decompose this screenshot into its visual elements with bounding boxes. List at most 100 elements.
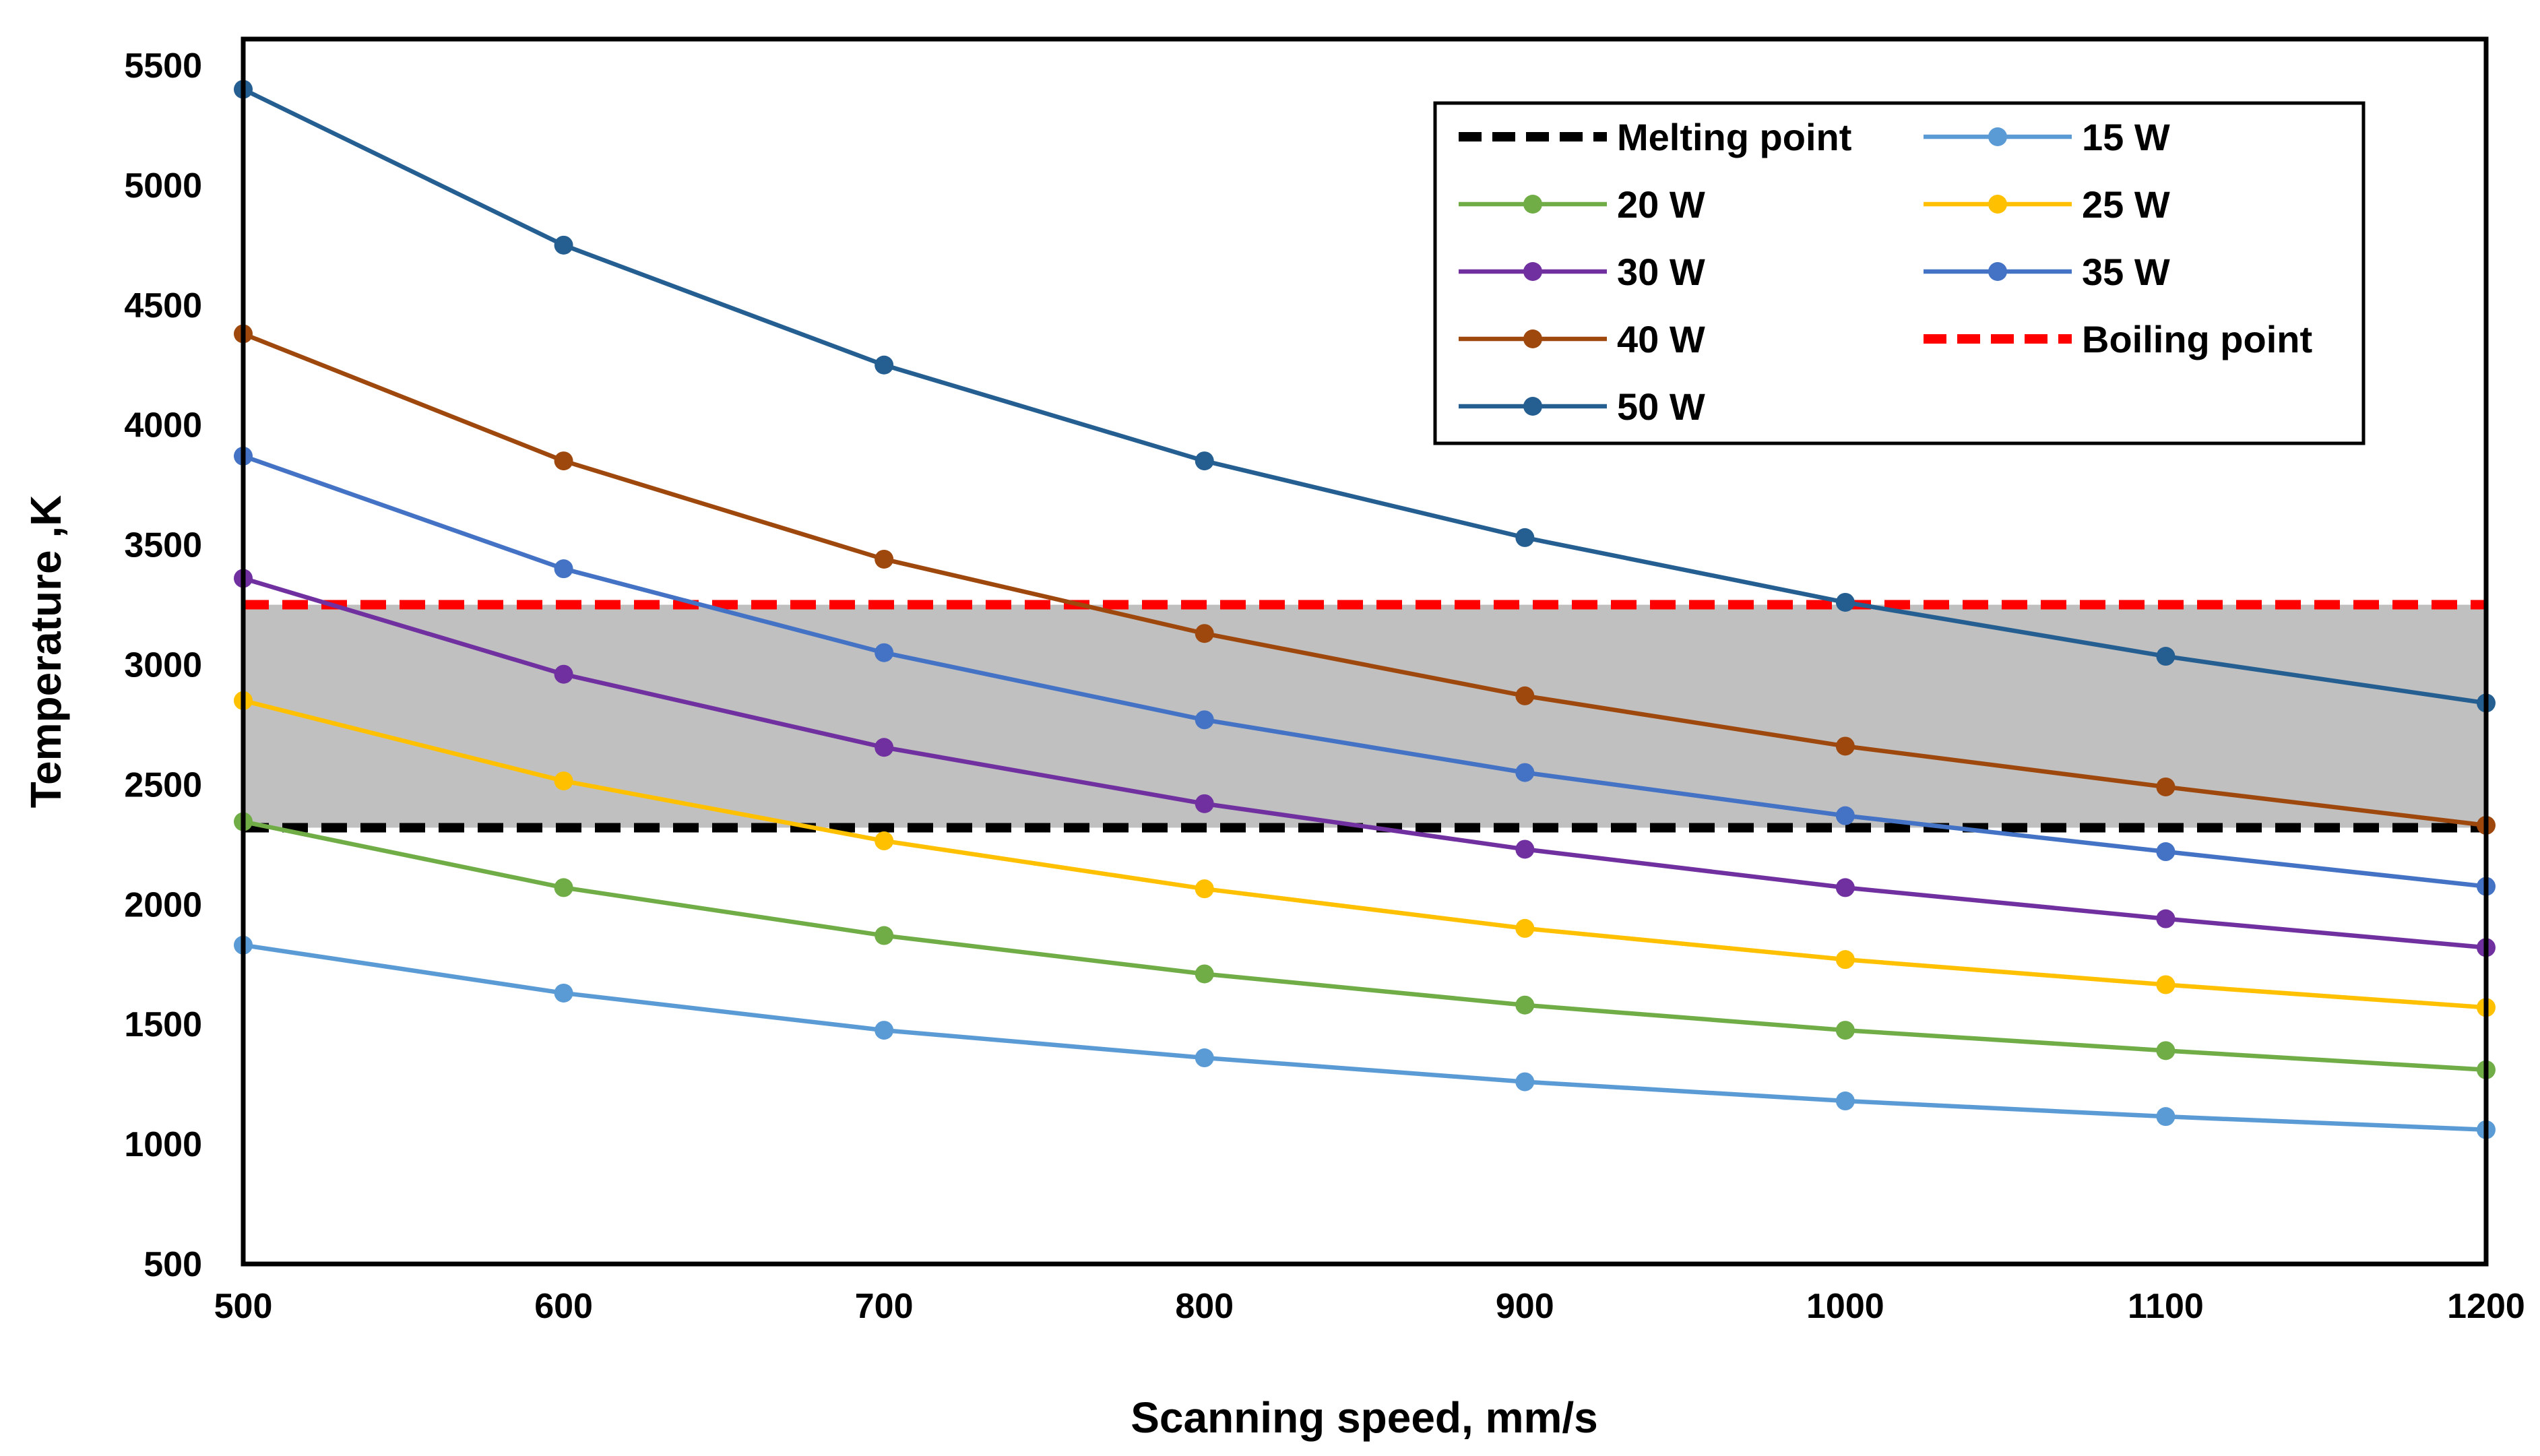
legend-marker-15-w (1988, 127, 2007, 146)
data-point-50-w-1000 (1835, 592, 1855, 612)
legend-label-30-w: 30 W (1617, 251, 1705, 293)
y-tick-label: 4500 (124, 286, 202, 325)
y-tick-label: 3000 (124, 646, 202, 685)
data-point-20-w-1100 (2156, 1041, 2176, 1061)
data-point-35-w-800 (1195, 710, 1214, 730)
data-point-40-w-700 (875, 549, 894, 569)
data-point-40-w-1100 (2156, 777, 2176, 796)
data-point-25-w-700 (875, 831, 894, 851)
legend-item-15-w: 15 W (1924, 116, 2170, 158)
x-axis-title: Scanning speed, mm/s (1131, 1393, 1598, 1442)
data-point-50-w-1100 (2156, 647, 2176, 666)
legend-item-35-w: 35 W (1924, 251, 2170, 293)
legend-item-40-w: 40 W (1459, 318, 1705, 360)
x-tick-label: 500 (214, 1287, 273, 1326)
legend-marker-20-w (1523, 195, 1542, 214)
x-tick-label: 1100 (2128, 1287, 2204, 1326)
x-tick-label: 700 (855, 1287, 914, 1326)
series-line-50-w (242, 87, 2487, 705)
data-point-20-w-1000 (1835, 1021, 1855, 1040)
x-tick-label: 1000 (1806, 1287, 1884, 1326)
data-point-25-w-800 (1195, 879, 1214, 899)
data-point-25-w-1100 (2156, 975, 2176, 994)
y-tick-label: 4000 (124, 406, 202, 445)
series-50-w (234, 80, 2496, 713)
legend-label-40-w: 40 W (1617, 318, 1705, 360)
data-point-40-w-900 (1515, 686, 1535, 705)
legend-item-melting-point: Melting point (1459, 116, 1851, 158)
series-15-w (234, 935, 2496, 1139)
y-axis-title: Temperature ,K (22, 495, 70, 809)
data-point-15-w-600 (554, 983, 573, 1003)
data-point-20-w-600 (554, 878, 573, 897)
data-point-30-w-1000 (1835, 878, 1855, 897)
data-point-15-w-800 (1195, 1048, 1214, 1068)
legend-label-35-w: 35 W (2082, 251, 2170, 293)
x-tick-label: 800 (1175, 1287, 1234, 1326)
data-point-20-w-700 (875, 926, 894, 945)
data-point-15-w-900 (1515, 1072, 1535, 1091)
y-tick-label: 3500 (124, 526, 202, 565)
plot-area-frame (241, 36, 2489, 1267)
series-20-w (234, 812, 2496, 1079)
y-tick-label: 500 (144, 1245, 202, 1284)
data-point-40-w-600 (554, 451, 573, 471)
legend-label-melting-point: Melting point (1617, 116, 1851, 158)
series-line-30-w (243, 576, 2487, 950)
legend-item-30-w: 30 W (1459, 251, 1705, 293)
data-point-35-w-1000 (1835, 806, 1855, 825)
x-tick-label: 600 (534, 1287, 593, 1326)
legend-item-50-w: 50 W (1459, 385, 1705, 428)
data-point-30-w-1100 (2156, 909, 2176, 928)
data-point-25-w-600 (554, 771, 573, 791)
data-point-15-w-1000 (1835, 1091, 1855, 1111)
data-point-50-w-900 (1515, 528, 1535, 547)
y-tick-label: 1000 (124, 1125, 202, 1164)
y-tick-label: 1500 (124, 1005, 202, 1044)
legend: Melting point 15 W 20 W 25 W 30 W 35 W 40 W Boi… (1433, 101, 2366, 445)
x-axis-ticks: 500 600 700 800 900 1000 1100 1200 (214, 1287, 2525, 1326)
x-tick-label: 900 (1496, 1287, 1554, 1326)
shaded-band-layer (243, 604, 2486, 828)
legend-marker-35-w (1988, 262, 2007, 281)
data-point-30-w-800 (1195, 794, 1214, 813)
legend-label-25-w: 25 W (2082, 183, 2170, 226)
melt-boil-shaded-band (243, 604, 2486, 828)
y-tick-label: 2000 (124, 885, 202, 924)
legend-marker-30-w (1523, 262, 1542, 281)
data-point-25-w-1000 (1835, 950, 1855, 970)
series-line-40-w (242, 331, 2487, 828)
data-point-50-w-700 (875, 355, 894, 375)
data-point-30-w-600 (554, 664, 573, 684)
data-point-25-w-900 (1515, 918, 1535, 938)
data-point-35-w-600 (554, 559, 573, 579)
data-point-35-w-900 (1515, 763, 1535, 782)
data-point-30-w-900 (1515, 840, 1535, 859)
data-point-15-w-1100 (2156, 1107, 2176, 1127)
legend-label-20-w: 20 W (1617, 183, 1705, 226)
legend-marker-50-w (1523, 397, 1542, 416)
y-tick-label: 2500 (124, 765, 202, 804)
legend-item-25-w: 25 W (1924, 183, 2170, 226)
legend-marker-25-w (1988, 195, 2007, 214)
series-line-15-w (243, 943, 2487, 1132)
series-40-w (234, 324, 2496, 835)
data-point-20-w-900 (1515, 995, 1535, 1015)
data-point-40-w-1000 (1835, 736, 1855, 756)
data-point-15-w-700 (875, 1021, 894, 1040)
series-35-w (234, 446, 2496, 896)
legend-label-boiling-point: Boiling point (2082, 318, 2312, 360)
series-layer (234, 80, 2496, 1139)
legend-label-50-w: 50 W (1617, 385, 1705, 428)
legend-marker-40-w (1523, 329, 1542, 348)
series-line-35-w (242, 453, 2487, 889)
legend-item-boiling-point: Boiling point (1924, 318, 2312, 360)
series-line-25-w (243, 698, 2487, 1010)
y-tick-label: 5500 (124, 46, 202, 86)
legend-item-20-w: 20 W (1459, 183, 1705, 226)
y-axis-ticks: 500 1000 1500 2000 2500 3000 3500 4000 4500 5000 5… (124, 46, 202, 1284)
y-tick-label: 5000 (124, 166, 202, 205)
series-line-20-w (243, 819, 2487, 1073)
data-point-20-w-800 (1195, 964, 1214, 984)
